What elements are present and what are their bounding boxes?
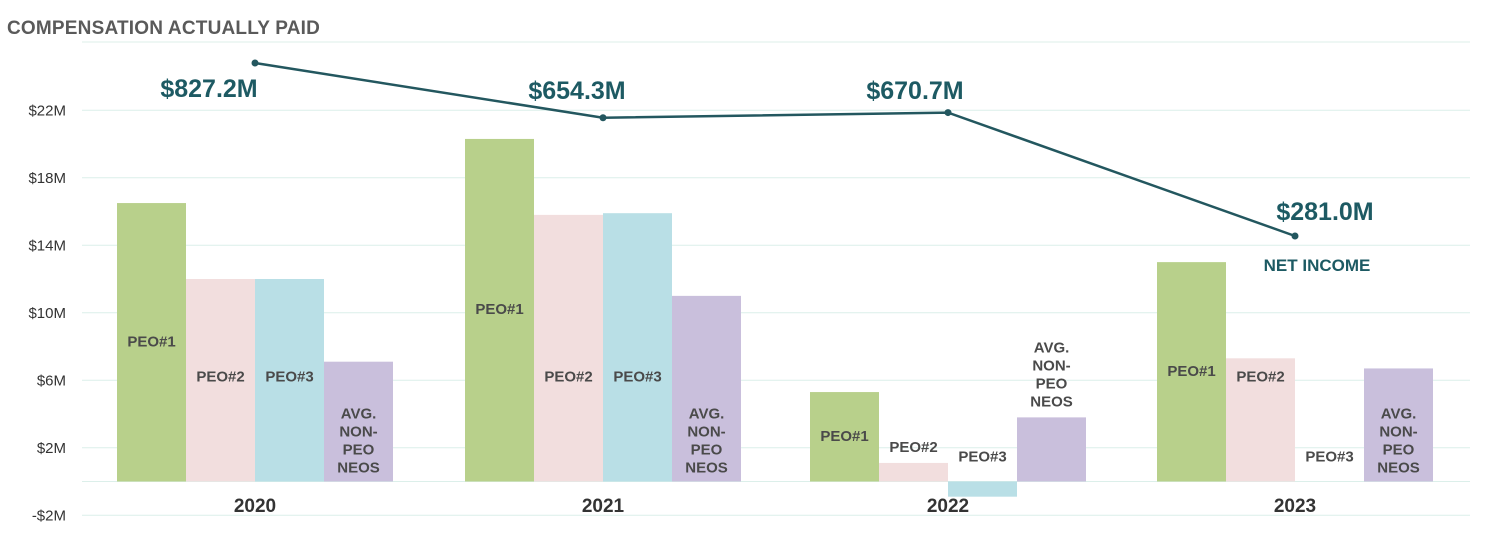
bar-label-avg-2022: PEO: [1036, 375, 1068, 392]
bar-label-avg-2023: AVG.: [1381, 406, 1417, 423]
bar-peo1-2022: [810, 392, 879, 482]
bar-label-avg-2021: NON-: [687, 424, 725, 441]
bar-label-avg-2020: AVG.: [341, 406, 377, 423]
bar-label-peo2-2022: PEO#2: [889, 439, 937, 456]
bar-avg-2022: [1017, 417, 1086, 482]
bar-peo2-2022: [879, 462, 948, 482]
net-income-series-label: NET INCOME: [1264, 256, 1371, 275]
bar-peo2-2020: [186, 279, 255, 482]
category-label-2020: 2020: [234, 496, 276, 517]
y-tick-label: $6M: [37, 372, 66, 389]
bar-peo1-2020: [117, 203, 186, 482]
bar-label-peo3-2023: PEO#3: [1305, 449, 1353, 466]
bar-avg-2021: [672, 295, 741, 482]
bar-label-avg-2023: NEOS: [1377, 460, 1420, 477]
bar-peo3-2020: [255, 279, 324, 482]
bar-label-peo2-2020: PEO#2: [196, 369, 244, 386]
bar-label-avg-2023: NON-: [1379, 424, 1417, 441]
net-income-point: [944, 109, 952, 117]
bar-peo3-2021: [603, 213, 672, 482]
net-income-point: [251, 59, 259, 67]
bar-peo1-2021: [465, 138, 534, 482]
y-tick-label: $14M: [28, 237, 66, 254]
bar-label-peo1-2020: PEO#1: [127, 333, 175, 350]
bar-avg-2020: [324, 361, 393, 482]
y-tick-label: $2M: [37, 440, 66, 457]
net-income-value-827.2: $827.2M: [160, 75, 257, 103]
bar-label-avg-2021: PEO: [691, 442, 723, 459]
y-tick-label: $18M: [28, 170, 66, 187]
bar-label-avg-2020: PEO: [343, 442, 375, 459]
bar-label-peo1-2022: PEO#1: [820, 428, 868, 445]
bar-label-avg-2022: NON-: [1032, 357, 1070, 374]
net-income-value-670.7: $670.7M: [866, 77, 963, 105]
bar-peo3-2022: [948, 481, 1017, 497]
bar-label-peo2-2023: PEO#2: [1236, 369, 1284, 386]
bar-label-avg-2021: AVG.: [689, 406, 725, 423]
bar-label-peo1-2021: PEO#1: [475, 301, 523, 318]
bar-label-peo2-2021: PEO#2: [544, 369, 592, 386]
net-income-point: [1291, 232, 1299, 240]
y-tick-label: $22M: [28, 102, 66, 119]
bar-peo2-2021: [534, 214, 603, 482]
category-label-2023: 2023: [1274, 496, 1316, 517]
bar-label-peo3-2022: PEO#3: [958, 449, 1006, 466]
net-income-point: [599, 114, 607, 122]
y-tick-label: -$2M: [32, 507, 66, 524]
category-label-2021: 2021: [582, 496, 625, 517]
bar-label-avg-2023: PEO: [1383, 442, 1415, 459]
bar-label-avg-2020: NEOS: [337, 460, 380, 477]
bar-label-peo3-2020: PEO#3: [265, 369, 313, 386]
net-income-value-654.3: $654.3M: [528, 77, 625, 105]
bar-label-avg-2022: NEOS: [1030, 393, 1073, 410]
category-label-2022: 2022: [927, 496, 969, 517]
bar-label-avg-2022: AVG.: [1034, 339, 1070, 356]
chart-title: COMPENSATION ACTUALLY PAID: [7, 18, 321, 39]
bar-label-peo3-2021: PEO#3: [613, 369, 661, 386]
bar-peo2-2023: [1226, 358, 1295, 482]
bar-label-avg-2020: NON-: [339, 424, 377, 441]
net-income-line: [254, 61, 1296, 238]
bar-avg-2023: [1364, 368, 1433, 482]
y-tick-label: $10M: [28, 305, 66, 322]
bar-peo1-2023: [1157, 262, 1226, 482]
bar-label-peo1-2023: PEO#1: [1167, 363, 1215, 380]
bar-label-avg-2021: NEOS: [685, 460, 728, 477]
net-income-value-281: $281.0M: [1276, 198, 1373, 226]
